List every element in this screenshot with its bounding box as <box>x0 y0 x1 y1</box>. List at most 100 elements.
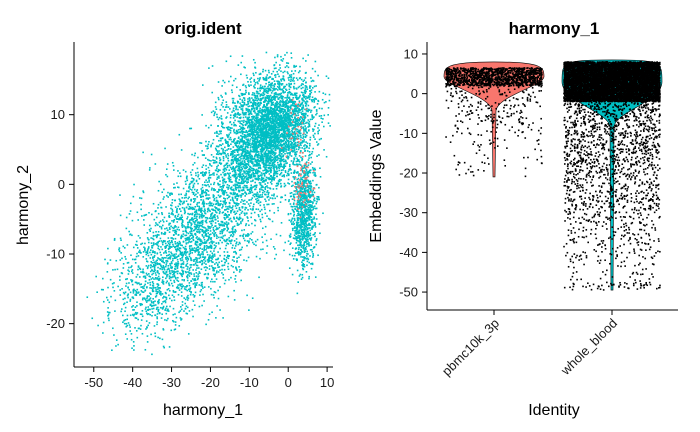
scatter-point <box>282 103 284 106</box>
scatter-point <box>257 118 260 121</box>
scatter-point <box>303 118 306 120</box>
scatter-point <box>304 108 306 111</box>
scatter-point <box>305 131 308 133</box>
scatter-point <box>245 107 248 110</box>
scatter-point <box>283 147 285 150</box>
scatter-point <box>232 231 234 234</box>
scatter-point <box>240 196 242 198</box>
scatter-point <box>280 126 283 128</box>
scatter-point <box>202 199 205 201</box>
scatter-point <box>132 246 135 249</box>
scatter-point <box>242 124 244 127</box>
scatter-point <box>207 126 210 129</box>
scatter-point <box>278 106 281 108</box>
scatter-point <box>258 151 260 153</box>
scatter-point <box>251 107 253 110</box>
scatter-point <box>285 124 287 127</box>
scatter-point <box>240 194 243 197</box>
scatter-point <box>321 107 323 110</box>
scatter-point <box>154 272 157 274</box>
scatter-point <box>280 163 282 165</box>
scatter-point <box>229 166 232 169</box>
scatter-point <box>300 168 303 171</box>
scatter-point <box>203 248 206 250</box>
scatter-point <box>248 241 250 244</box>
scatter-point <box>249 125 251 128</box>
scatter-point <box>261 85 264 88</box>
scatter-point <box>221 207 223 209</box>
scatter-point <box>211 91 214 94</box>
scatter-point <box>244 152 247 154</box>
scatter-point <box>285 102 288 104</box>
scatter-point <box>307 122 310 125</box>
scatter-point <box>238 182 241 185</box>
scatter-point <box>298 96 300 99</box>
scatter-point <box>306 121 308 124</box>
scatter-point <box>159 237 162 240</box>
scatter-point <box>281 144 284 146</box>
scatter-point <box>185 239 187 242</box>
scatter-point <box>248 199 251 201</box>
scatter-point <box>240 212 243 214</box>
scatter-point <box>165 206 167 208</box>
scatter-point <box>267 186 269 189</box>
scatter-point <box>217 204 220 207</box>
scatter-point <box>304 104 307 107</box>
scatter-point <box>256 151 258 153</box>
scatter-point <box>305 85 308 88</box>
scatter-point <box>242 145 244 148</box>
scatter-point <box>229 114 232 117</box>
scatter-point <box>227 295 230 298</box>
scatter-point <box>247 164 250 166</box>
scatter-point <box>252 105 255 107</box>
scatter-point <box>225 156 228 158</box>
scatter-point <box>279 154 282 156</box>
scatter-point <box>210 202 213 205</box>
scatter-point <box>300 121 303 123</box>
scatter-point <box>287 147 290 150</box>
scatter-point <box>244 239 246 242</box>
scatter-point <box>234 171 237 174</box>
scatter-point <box>238 95 241 98</box>
scatter-point <box>283 131 286 133</box>
scatter-point <box>256 81 259 83</box>
scatter-point <box>276 96 279 98</box>
scatter-point <box>217 96 220 99</box>
scatter-point <box>313 136 315 138</box>
scatter-point <box>325 155 328 158</box>
scatter-point <box>299 105 302 107</box>
scatter-point <box>267 110 270 113</box>
scatter-point <box>300 111 302 114</box>
scatter-point <box>270 146 273 148</box>
scatter-point <box>249 119 252 121</box>
scatter-point <box>273 174 276 177</box>
scatter-point <box>253 127 256 129</box>
scatter-point <box>283 148 285 150</box>
scatter-point <box>283 110 286 112</box>
scatter-point <box>266 161 268 164</box>
scatter-point <box>280 141 282 143</box>
scatter-point <box>294 112 296 115</box>
scatter-point <box>171 294 174 297</box>
scatter-point <box>238 162 241 165</box>
scatter-point <box>213 244 216 246</box>
scatter-point <box>260 102 262 105</box>
scatter-point <box>265 166 268 168</box>
scatter-point <box>280 109 283 111</box>
scatter-point <box>253 156 256 158</box>
scatter-point <box>224 139 227 142</box>
scatter-point <box>232 166 234 169</box>
scatter-point <box>282 155 284 158</box>
scatter-point <box>231 235 234 238</box>
scatter-point <box>219 158 222 161</box>
scatter-point <box>298 124 300 127</box>
scatter-point <box>283 174 286 176</box>
scatter-point <box>205 140 207 143</box>
scatter-point <box>255 141 257 143</box>
scatter-point <box>279 234 282 237</box>
scatter-point <box>257 134 260 136</box>
scatter-point <box>215 145 218 148</box>
scatter-point <box>301 101 304 104</box>
scatter-point <box>280 165 283 168</box>
scatter-point <box>323 149 325 151</box>
